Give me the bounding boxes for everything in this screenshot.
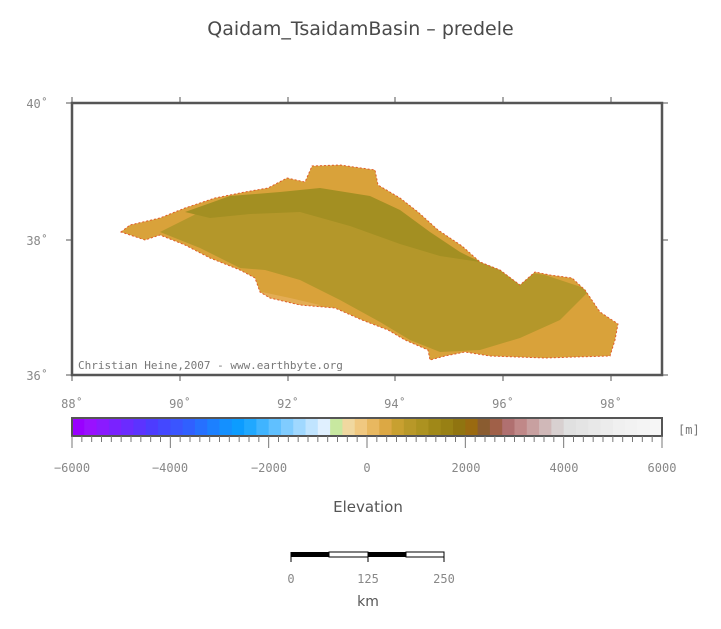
colorbar-tick-label: −2000 bbox=[251, 461, 287, 475]
scale-bar bbox=[290, 551, 445, 562]
colorbar-swatch bbox=[465, 418, 479, 436]
colorbar-swatch bbox=[268, 418, 282, 436]
lon-label-98: 98˚ bbox=[600, 396, 622, 411]
lon-label-90: 90˚ bbox=[169, 396, 191, 411]
colorbar-swatch bbox=[551, 418, 565, 436]
colorbar-swatch bbox=[440, 418, 454, 436]
colorbar-swatch bbox=[575, 418, 589, 436]
colorbar bbox=[72, 418, 663, 436]
colorbar-swatch bbox=[391, 418, 405, 436]
colorbar-swatch bbox=[637, 418, 651, 436]
colorbar-swatch bbox=[145, 418, 159, 436]
lon-label-96: 96˚ bbox=[492, 396, 514, 411]
colorbar-tick-label: 4000 bbox=[550, 461, 579, 475]
colorbar-swatch bbox=[317, 418, 331, 436]
colorbar-swatch bbox=[428, 418, 442, 436]
colorbar-swatch bbox=[403, 418, 417, 436]
colorbar-swatch bbox=[207, 418, 220, 436]
colorbar-swatch bbox=[342, 418, 356, 436]
lat-label-40: 40˚ bbox=[26, 96, 48, 111]
colorbar-swatch bbox=[379, 418, 393, 436]
credit-text: Christian Heine,2007 - www.earthbyte.org bbox=[78, 359, 343, 372]
colorbar-swatch bbox=[305, 418, 319, 436]
colorbar-swatch bbox=[170, 418, 184, 436]
scale-unit: km bbox=[357, 594, 379, 610]
colorbar-swatch bbox=[108, 418, 122, 436]
colorbar-swatch bbox=[219, 418, 233, 436]
colorbar-tick-label: 0 bbox=[363, 461, 370, 475]
colorbar-tick-label: 6000 bbox=[648, 461, 677, 475]
colorbar-swatch bbox=[625, 418, 638, 436]
colorbar-swatch bbox=[612, 418, 626, 436]
colorbar-swatch bbox=[477, 418, 491, 436]
colorbar-swatch bbox=[133, 418, 147, 436]
colorbar-swatch bbox=[194, 418, 208, 436]
colorbar-swatch bbox=[514, 418, 528, 436]
lon-label-92: 92˚ bbox=[277, 396, 299, 411]
colorbar-swatch bbox=[502, 418, 515, 436]
colorbar-swatch bbox=[244, 418, 257, 436]
scale-label-125: 125 bbox=[357, 572, 379, 586]
colorbar-swatch bbox=[354, 418, 368, 436]
lon-label-94: 94˚ bbox=[384, 396, 406, 411]
colorbar-swatch bbox=[453, 418, 466, 436]
colorbar-swatch bbox=[72, 418, 85, 436]
basin-outline bbox=[119, 164, 619, 361]
scale-label-0: 0 bbox=[287, 572, 294, 586]
colorbar-tick-label: −6000 bbox=[54, 461, 90, 475]
colorbar-swatch bbox=[182, 418, 196, 436]
colorbar-swatch bbox=[280, 418, 294, 436]
map-frame bbox=[70, 101, 664, 377]
colorbar-unit: [m] bbox=[678, 423, 700, 437]
scale-label-250: 250 bbox=[433, 572, 455, 586]
colorbar-swatch bbox=[256, 418, 270, 436]
colorbar-swatch bbox=[293, 418, 307, 436]
lat-label-36: 36˚ bbox=[26, 368, 48, 383]
colorbar-swatch bbox=[539, 418, 552, 436]
colorbar-ticks bbox=[71, 436, 663, 448]
axis-ticks bbox=[66, 97, 668, 381]
colorbar-swatch bbox=[489, 418, 503, 436]
lon-label-88: 88˚ bbox=[61, 396, 83, 411]
colorbar-swatch bbox=[649, 418, 663, 436]
colorbar-tick-label: 2000 bbox=[452, 461, 481, 475]
colorbar-swatch bbox=[330, 418, 343, 436]
map-title: Qaidam_TsaidamBasin – predele bbox=[207, 18, 514, 40]
colorbar-swatch bbox=[121, 418, 134, 436]
colorbar-title: Elevation bbox=[333, 498, 403, 516]
colorbar-swatch bbox=[600, 418, 614, 436]
colorbar-swatch bbox=[231, 418, 245, 436]
colorbar-swatch bbox=[588, 418, 602, 436]
colorbar-swatch bbox=[84, 418, 98, 436]
basin-elevation bbox=[121, 165, 618, 360]
colorbar-swatch bbox=[563, 418, 577, 436]
colorbar-swatch bbox=[158, 418, 171, 436]
colorbar-tick-label: −4000 bbox=[152, 461, 188, 475]
lat-label-38: 38˚ bbox=[26, 233, 48, 248]
colorbar-swatch bbox=[416, 418, 429, 436]
colorbar-swatch bbox=[367, 418, 380, 436]
colorbar-swatch bbox=[526, 418, 540, 436]
colorbar-swatch bbox=[96, 418, 110, 436]
